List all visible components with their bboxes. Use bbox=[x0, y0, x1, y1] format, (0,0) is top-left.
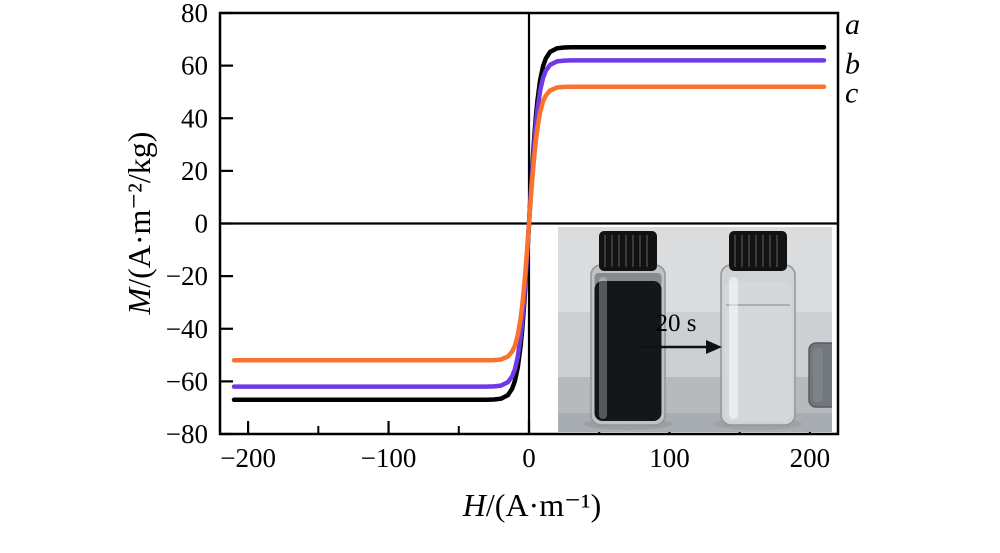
y-tick-label: 40 bbox=[181, 103, 208, 133]
y-axis-units: /(A·m⁻²/kg) bbox=[121, 132, 157, 288]
x-axis-variable: H bbox=[462, 487, 488, 523]
x-tick-label: 200 bbox=[790, 443, 831, 473]
right-arrow-icon bbox=[706, 340, 722, 354]
magnet bbox=[808, 342, 838, 408]
x-tick-label: 0 bbox=[522, 443, 536, 473]
y-axis-title: M/(A·m⁻²/kg) bbox=[121, 132, 157, 316]
y-tick-label: 60 bbox=[181, 51, 208, 81]
y-tick-label: 0 bbox=[195, 209, 209, 239]
curve-labels: abc bbox=[845, 8, 860, 110]
x-axis-title: H/(A·m⁻¹) bbox=[462, 487, 601, 523]
x-tick-label: −200 bbox=[220, 443, 276, 473]
x-tick-label: 100 bbox=[649, 443, 690, 473]
y-tick-label: −60 bbox=[166, 366, 208, 396]
y-axis-variable: M bbox=[121, 285, 157, 315]
data-curves bbox=[231, 44, 827, 403]
inset-photo: 20 s bbox=[558, 227, 838, 432]
left-vial-highlight bbox=[599, 277, 607, 419]
right-vial-cap bbox=[729, 231, 787, 271]
transfer-annotation: 20 s bbox=[642, 310, 722, 354]
right-cap-ribs bbox=[734, 235, 778, 267]
left-vial bbox=[590, 231, 666, 426]
y-tick-label: −80 bbox=[166, 419, 208, 449]
right-vial-highlight bbox=[729, 277, 738, 419]
y-tick-label: −20 bbox=[166, 261, 208, 291]
y-tick-label: −40 bbox=[166, 314, 208, 344]
inset-time-label: 20 s bbox=[656, 310, 697, 337]
y-tick-label: 20 bbox=[181, 156, 208, 186]
magnetic-fluid bbox=[594, 281, 662, 421]
x-tick-label: −100 bbox=[361, 443, 417, 473]
curve-label-a: a bbox=[845, 8, 860, 41]
y-tick-label: 80 bbox=[181, 0, 208, 28]
x-axis-units: /(A·m⁻¹) bbox=[486, 487, 601, 523]
right-vial bbox=[720, 231, 796, 426]
series-c-curve bbox=[231, 84, 827, 363]
curve-label-b: b bbox=[845, 47, 860, 80]
left-cap-ribs bbox=[604, 235, 648, 267]
inset-photo-canvas: 20 s bbox=[558, 227, 838, 432]
left-vial-cap bbox=[599, 231, 657, 271]
curve-label-c: c bbox=[845, 77, 858, 110]
clear-liquid bbox=[724, 281, 792, 421]
